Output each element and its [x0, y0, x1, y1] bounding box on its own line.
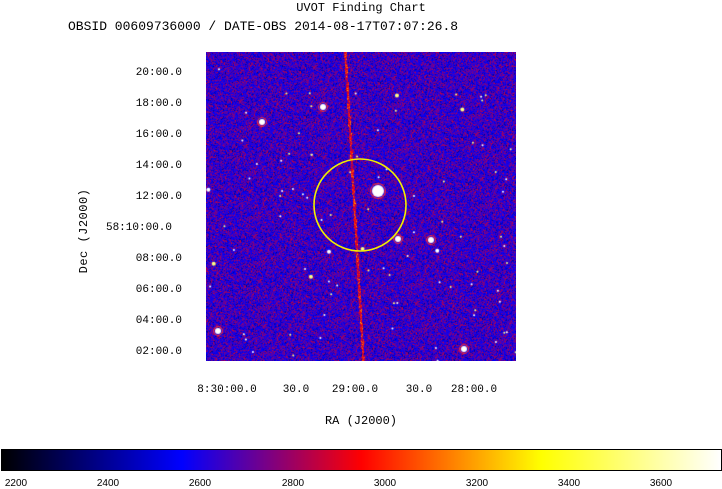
ra-tick-label: 8:30:00.0 [197, 384, 257, 396]
dec-tick-label: 16:00.0 [135, 129, 182, 141]
colorbar-tick-label: 3000 [373, 478, 397, 489]
dec-tick-label: 06:00.0 [135, 284, 182, 296]
colorbar-tick-label: 3200 [465, 478, 489, 489]
dec-tick-label: 20:00.0 [135, 67, 182, 79]
ra-tick-label: 28:00.0 [450, 384, 498, 396]
dec-tick-label: 18:00.0 [135, 98, 182, 110]
chart-title: UVOT Finding Chart [296, 1, 426, 15]
obs-subtitle: OBSID 00609736000 / DATE-OBS 2014-08-17T… [68, 19, 459, 34]
colorbar-tick-label: 2200 [4, 478, 28, 489]
dec-tick-label: 04:00.0 [135, 315, 182, 327]
ra-axis-label: RA (J2000) [324, 414, 397, 428]
dec-tick-label: 02:00.0 [135, 346, 182, 358]
colorbar [1, 449, 722, 471]
dec-tick-label: 12:00.0 [135, 191, 182, 203]
colorbar-tick-label: 3600 [649, 478, 673, 489]
sky-image [206, 52, 516, 361]
target-region-circle [313, 158, 407, 252]
dec-tick-label: 08:00.0 [135, 253, 182, 265]
dec-tick-label: 14:00.0 [135, 160, 182, 172]
colorbar-tick-label: 2400 [96, 478, 120, 489]
dec-axis: 20:00.0 18:00.0 16:00.0 14:00.0 12:00.0 … [0, 0, 182, 489]
ra-tick-label: 30.0 [282, 384, 310, 396]
ra-tick-label: 29:00.0 [331, 384, 379, 396]
sky-overlay [313, 158, 407, 252]
colorbar-tick-label: 2800 [281, 478, 305, 489]
dec-axis-label: Dec (J2000) [77, 188, 91, 274]
dec-tick-label: 58:10:00.0 [105, 222, 172, 234]
ra-tick-label: 30.0 [405, 384, 433, 396]
colorbar-tick-label: 2600 [188, 478, 212, 489]
colorbar-tick-label: 3400 [557, 478, 581, 489]
